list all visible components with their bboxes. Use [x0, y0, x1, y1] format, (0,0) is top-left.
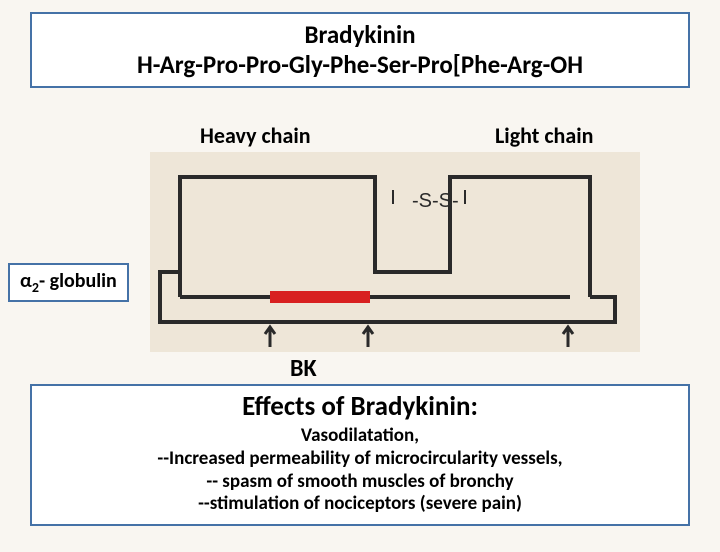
bk-label: BK — [290, 354, 317, 383]
effects-line-2: --Increased permeability of microcircula… — [42, 448, 678, 471]
title-line1: Bradykinin — [42, 20, 678, 50]
title-line2: H-Arg-Pro-Pro-Gly-Phe-Ser-Pro[Phe-Arg-OH — [42, 50, 678, 80]
effects-title: Effects of Bradykinin: — [42, 390, 678, 423]
effects-box: Effects of Bradykinin: Vasodilatation, -… — [30, 384, 690, 526]
effects-line-3: -- spasm of smooth muscles of bronchy — [42, 471, 678, 494]
globulin-suffix: - globulin — [39, 269, 117, 293]
protein-diagram: -S-S- — [150, 152, 640, 352]
heavy-chain-label: Heavy chain — [200, 122, 311, 149]
globulin-subscript: 2 — [32, 279, 39, 296]
globulin-box: α2- globulin — [8, 263, 129, 302]
disulfide-bond-label: -S-S- — [412, 190, 459, 212]
globulin-prefix: α — [20, 269, 32, 293]
light-chain-label: Light chain — [495, 122, 593, 149]
bk-red-segment — [270, 291, 370, 303]
effects-line-1: Vasodilatation, — [42, 425, 678, 448]
effects-line-4: --stimulation of nociceptors (severe pai… — [42, 493, 678, 516]
title-box: Bradykinin H-Arg-Pro-Pro-Gly-Phe-Ser-Pro… — [30, 12, 690, 88]
